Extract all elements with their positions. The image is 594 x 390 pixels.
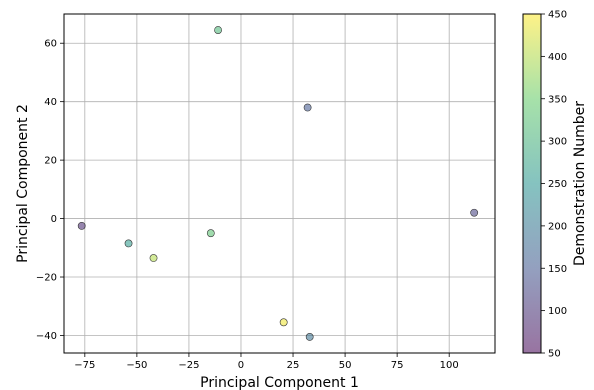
colorbar-tick-label: 350 [548, 94, 567, 105]
x-tick-label: −25 [178, 360, 199, 371]
colorbar-tick-label: 300 [548, 137, 567, 148]
y-tick-label: 60 [44, 39, 57, 50]
axis-ticks: −75 −50 −25 0 25 50 75 100 −40 −20 0 20 40 60 [36, 39, 459, 371]
scatter-point [149, 254, 158, 262]
scatter-point [77, 221, 86, 230]
x-tick-label: 75 [391, 360, 404, 371]
colorbar-tick-label: 100 [548, 306, 567, 317]
scatter-point [305, 333, 314, 341]
scatter-point [303, 103, 312, 112]
y-tick-label: 40 [44, 97, 57, 108]
y-tick-label: −20 [36, 273, 57, 284]
scatter-point [214, 26, 222, 34]
y-axis-label: Principal Component 2 [15, 104, 31, 263]
x-tick-label: −75 [74, 360, 95, 371]
colorbar-tick-label: 200 [548, 221, 567, 232]
plot-frame [63, 13, 496, 354]
x-axis-label: Principal Component 1 [200, 375, 359, 390]
colorbar-tick-label: 450 [548, 10, 567, 21]
y-tick-label: 20 [44, 156, 57, 167]
x-tick-label: 50 [339, 360, 352, 371]
colorbar [522, 13, 542, 354]
data-points [77, 26, 479, 341]
colorbar-tick-label: 50 [548, 349, 561, 360]
x-tick-label: 25 [287, 360, 300, 371]
grid-lines [64, 14, 495, 353]
scatter-point [279, 318, 288, 327]
scatter-point [470, 208, 479, 217]
scatter-point [206, 229, 215, 238]
colorbar-tick-label: 150 [548, 264, 567, 275]
x-tick-label: −50 [126, 360, 147, 371]
colorbar-label: Demonstration Number [572, 101, 588, 266]
x-tick-label: 100 [440, 360, 459, 371]
x-tick-label: 0 [238, 360, 244, 371]
scatter-point [124, 239, 133, 248]
y-tick-label: −40 [36, 331, 57, 342]
colorbar-tick-label: 400 [548, 52, 567, 63]
y-tick-label: 0 [51, 214, 57, 225]
colorbar-ticks: 50 100 150 200 250 300 350 400 450 [541, 10, 567, 360]
colorbar-tick-label: 250 [548, 179, 567, 190]
